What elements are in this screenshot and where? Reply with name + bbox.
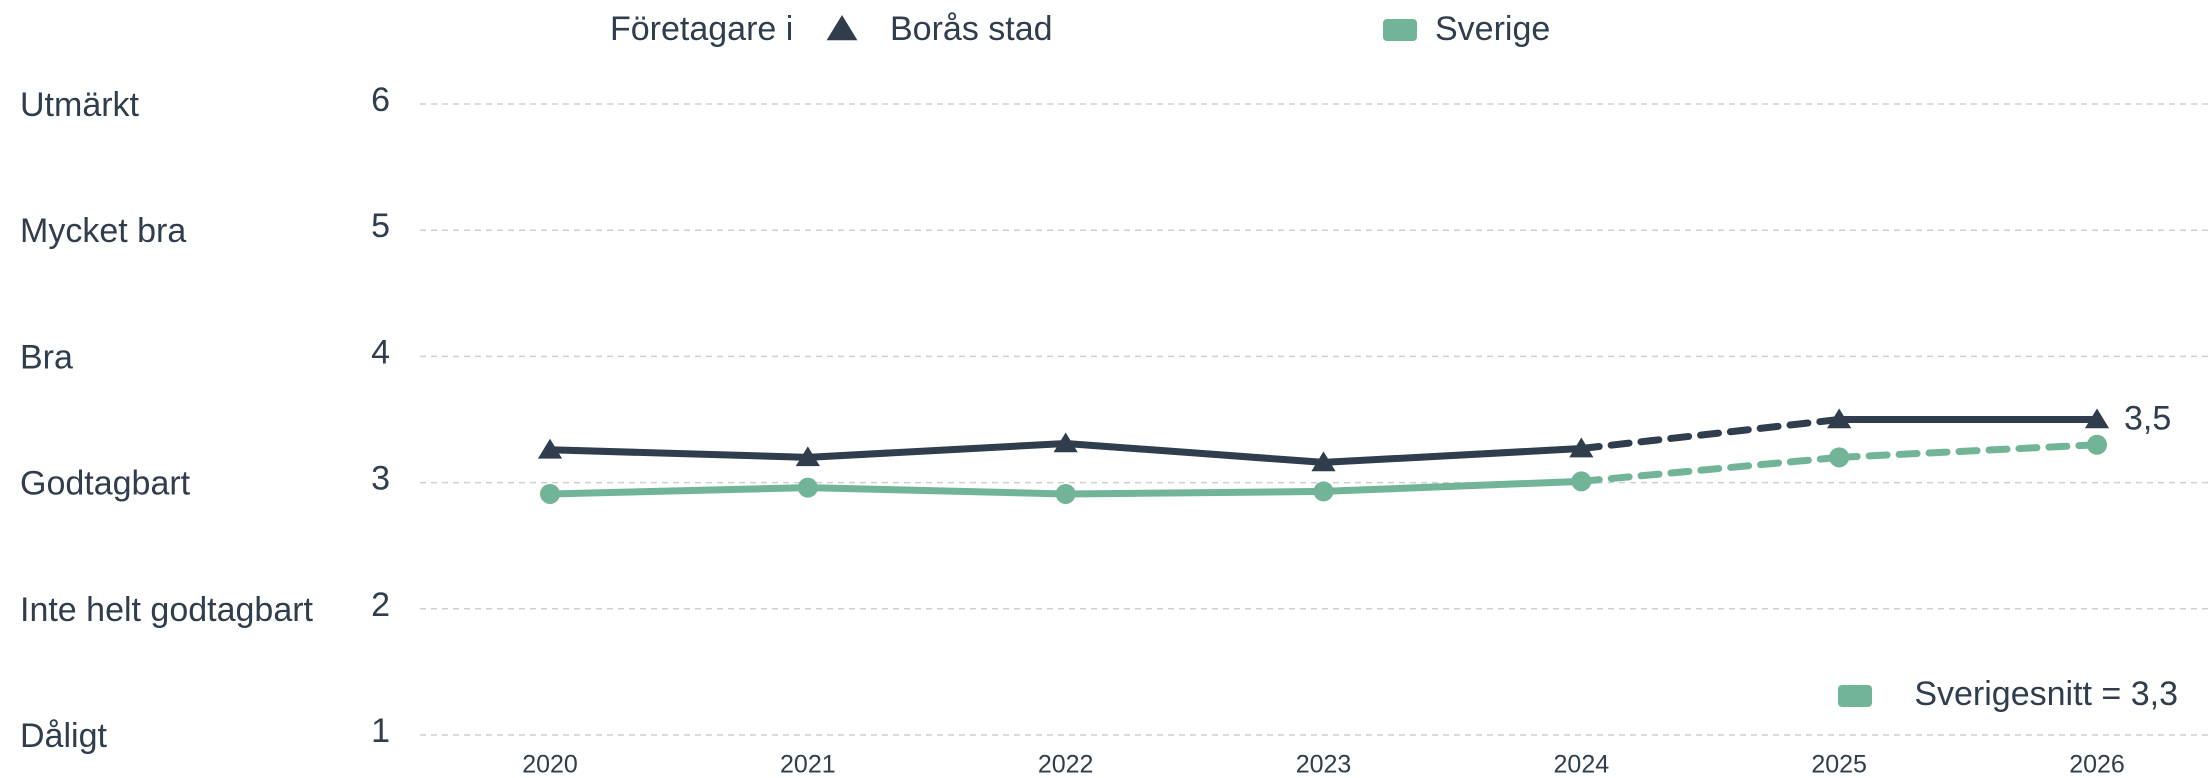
dashed-segment	[1835, 441, 2101, 461]
x-tick-label: 2025	[1811, 751, 1867, 778]
dashed-segment	[1577, 453, 1843, 485]
y-tick-label: 6	[371, 81, 390, 119]
point	[537, 438, 563, 459]
point	[795, 446, 820, 467]
y-category-label: Inte helt godtagbart	[20, 591, 314, 629]
point	[540, 483, 560, 504]
point	[1055, 483, 1076, 504]
data-label: 3,5	[2124, 399, 2171, 437]
point	[1313, 481, 1334, 502]
point	[1311, 451, 1336, 472]
point	[1829, 447, 1850, 468]
y-tick-label: 2	[371, 586, 390, 624]
legend-label: Sverige	[1435, 10, 1550, 48]
legend-marker	[1383, 19, 1417, 41]
line-segment	[546, 484, 812, 498]
point	[1053, 432, 1078, 453]
line-segment	[804, 439, 1070, 461]
y-category-label: Godtagbart	[20, 465, 191, 503]
annotation: Sverigesnitt = 3,3	[1914, 675, 2178, 713]
y-tick-label: 3	[371, 460, 390, 498]
legend-label: Borås stad	[890, 10, 1053, 48]
x-tick-label: 2024	[1554, 751, 1610, 778]
y-category-label: Bra	[20, 338, 73, 376]
legend-title: Företagare i	[610, 10, 793, 48]
y-category-label: Mycket bra	[20, 212, 186, 250]
x-tick-label: 2026	[2069, 751, 2125, 778]
point	[1571, 471, 1592, 492]
y-category-label: Dåligt	[20, 717, 107, 755]
point	[2084, 408, 2110, 429]
x-tick-label: 2022	[1038, 751, 1094, 778]
line-segment	[1062, 439, 1327, 466]
y-tick-label: 4	[371, 333, 390, 371]
x-tick-label: 2021	[780, 751, 836, 778]
point	[1827, 408, 1852, 429]
line-segment	[804, 484, 1070, 498]
x-tick-label: 2020	[522, 751, 578, 778]
point	[1569, 437, 1594, 458]
line-segment	[1062, 487, 1327, 498]
annotation-swatch	[1838, 685, 1872, 707]
y-category-label: Utmärkt	[20, 86, 140, 124]
x-tick-label: 2023	[1296, 751, 1352, 778]
point	[797, 477, 818, 498]
y-tick-label: 5	[371, 207, 390, 245]
legend-marker	[826, 15, 858, 41]
line-segment	[1320, 445, 1585, 466]
point	[2087, 434, 2107, 455]
line-segment	[546, 446, 812, 461]
line-segment	[1320, 477, 1585, 495]
dashed-segment	[1577, 416, 1843, 453]
y-tick-label: 1	[371, 712, 390, 750]
